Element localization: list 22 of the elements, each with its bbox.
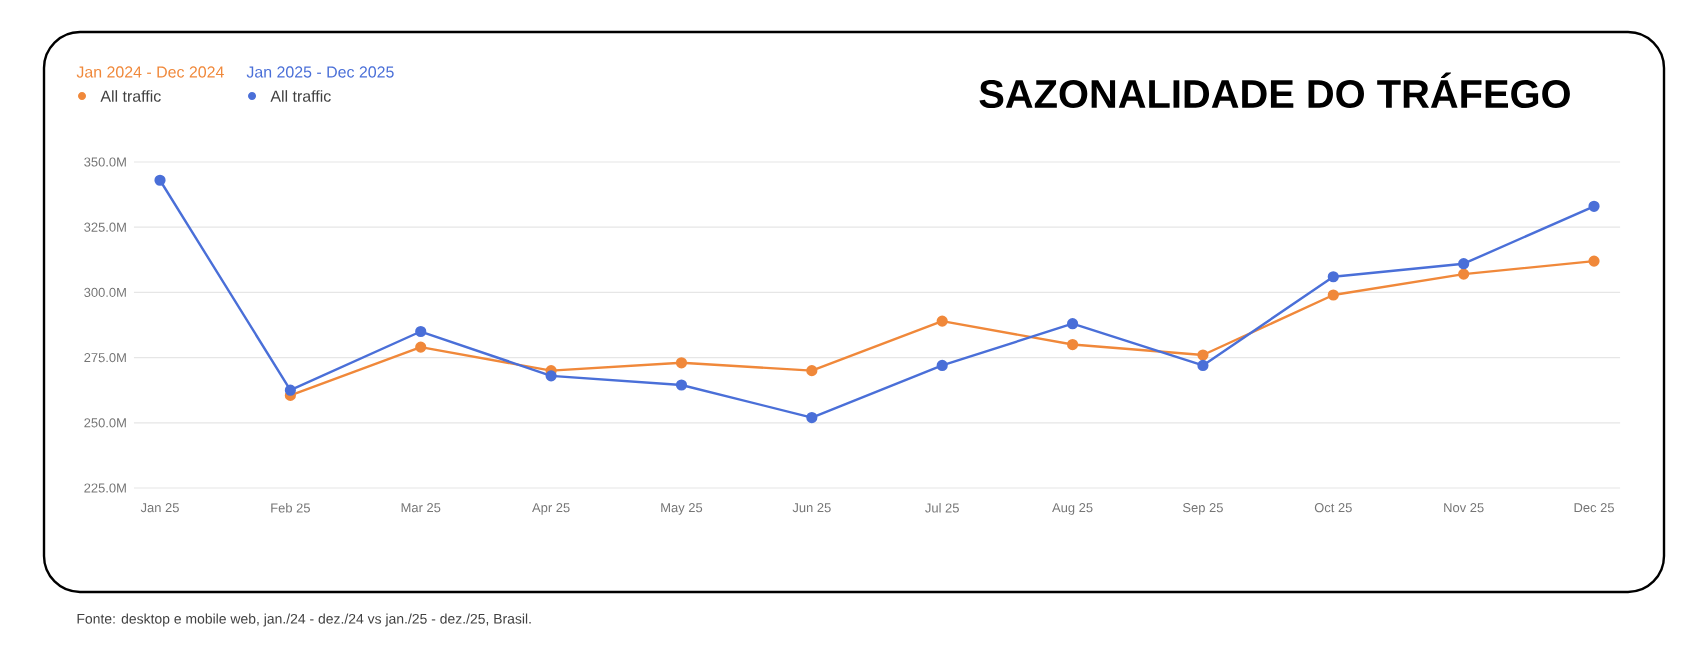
point bbox=[806, 365, 818, 377]
point bbox=[675, 379, 688, 391]
point bbox=[415, 325, 427, 338]
point bbox=[1458, 268, 1470, 280]
point bbox=[1197, 359, 1209, 372]
point bbox=[806, 411, 818, 424]
point bbox=[1588, 255, 1600, 267]
point bbox=[154, 174, 166, 186]
point bbox=[936, 359, 948, 372]
point bbox=[1588, 200, 1600, 212]
point bbox=[1197, 349, 1209, 361]
point bbox=[1458, 258, 1470, 270]
chart-title: SAZONALIDADE DO TRÁFEGO bbox=[979, 72, 1570, 109]
point bbox=[936, 315, 948, 327]
point bbox=[675, 357, 688, 369]
point bbox=[284, 384, 296, 396]
point bbox=[1327, 289, 1339, 301]
point bbox=[545, 370, 557, 382]
point bbox=[1066, 318, 1079, 330]
point bbox=[415, 341, 427, 353]
point bbox=[1066, 338, 1079, 351]
point bbox=[1327, 271, 1339, 283]
